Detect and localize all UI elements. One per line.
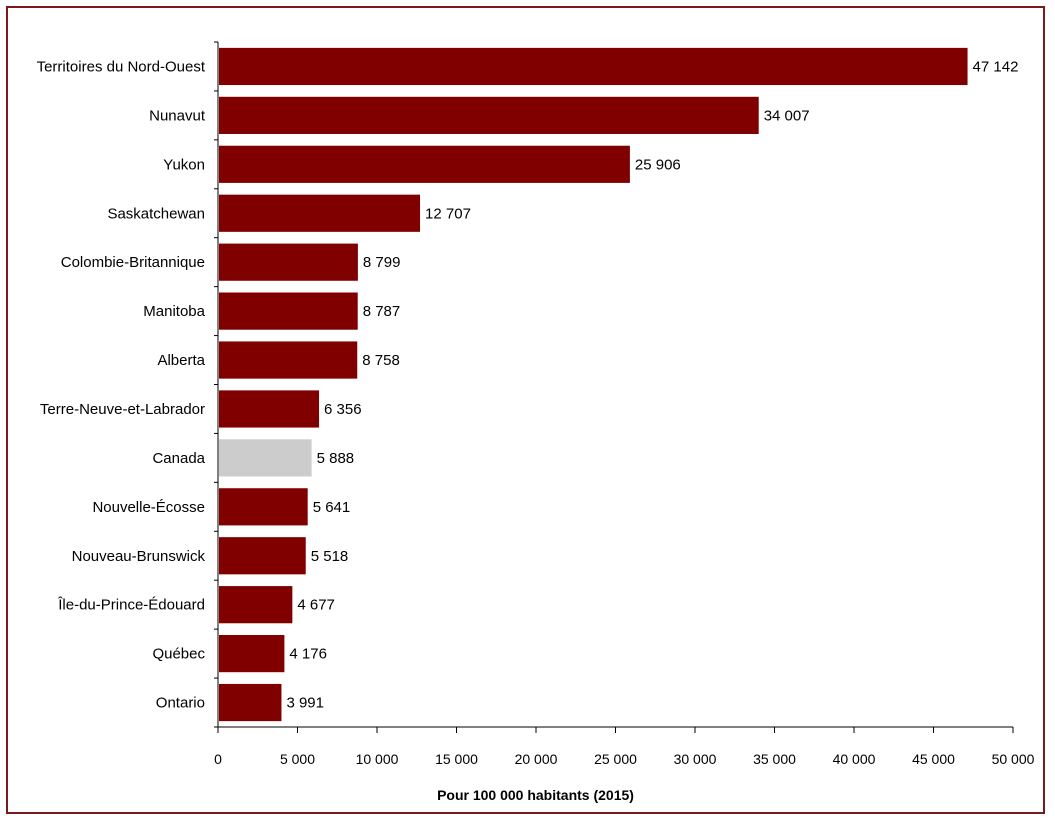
category-label: Yukon (163, 156, 205, 173)
bar-province (219, 683, 282, 722)
x-tick-label: 40 000 (833, 751, 876, 767)
value-label: 5 641 (313, 499, 351, 516)
value-label: 8 799 (363, 254, 401, 271)
category-label: Nouvelle-Écosse (92, 499, 205, 516)
value-label: 6 356 (324, 401, 362, 418)
bars-group (219, 47, 968, 722)
bar-province (219, 96, 759, 134)
value-label: 25 906 (635, 156, 681, 173)
x-tick-label: 30 000 (674, 751, 717, 767)
x-tick-label: 5 000 (280, 751, 315, 767)
category-label: Île-du-Prince-Édouard (57, 597, 205, 614)
bar-province (219, 145, 630, 183)
category-label: Nouveau-Brunswick (72, 548, 206, 565)
axes-group: 0 5 000 10 000 15 000 20 000 25 000 30 000 35 0… (214, 41, 1035, 767)
category-label: Canada (152, 450, 205, 467)
category-label: Nunavut (149, 107, 206, 124)
value-label: 8 787 (363, 303, 401, 320)
category-label: Ontario (156, 695, 205, 712)
x-tick-label: 35 000 (753, 751, 796, 767)
x-tick-label: 15 000 (435, 751, 478, 767)
x-tick-label: 25 000 (594, 751, 637, 767)
category-label: Alberta (157, 352, 205, 369)
bar-province (219, 194, 421, 232)
bar-province (219, 586, 293, 624)
value-labels: 47 142 34 007 25 906 12 707 8 799 8 787 8 758 6… (286, 58, 1018, 711)
category-label: Québec (152, 646, 205, 663)
value-label: 12 707 (425, 205, 471, 222)
bar-highlight (219, 439, 312, 477)
x-tick-label: 20 000 (515, 751, 558, 767)
x-tick-label: 10 000 (356, 751, 399, 767)
value-label: 4 677 (297, 597, 335, 614)
chart-frame (6, 6, 1045, 814)
category-labels: Territoires du Nord-Ouest Nunavut Yukon Sas… (37, 58, 206, 711)
bar-province (219, 47, 968, 86)
category-label: Saskatchewan (107, 205, 205, 222)
bar-province (219, 390, 320, 428)
value-label: 5 518 (311, 548, 349, 565)
category-label: Terre-Neuve-et-Labrador (40, 401, 205, 418)
category-label: Manitoba (143, 303, 205, 320)
x-axis-title: Pour 100 000 habitants (2015) (437, 787, 634, 803)
bar-province (219, 341, 358, 379)
bar-province (219, 243, 358, 281)
value-label: 8 758 (362, 352, 400, 369)
value-label: 3 991 (286, 695, 324, 712)
bar-province (219, 635, 285, 673)
x-tick-label: 50 000 (992, 751, 1035, 767)
category-label: Colombie-Britannique (61, 254, 205, 271)
value-label: 5 888 (317, 450, 355, 467)
value-label: 47 142 (973, 58, 1019, 75)
x-tick-label: 45 000 (912, 751, 955, 767)
value-label: 4 176 (289, 646, 327, 663)
value-label: 34 007 (764, 107, 810, 124)
bar-province (219, 537, 306, 575)
bar-province (219, 292, 358, 330)
x-tick-label: 0 (214, 751, 222, 767)
bar-province (219, 488, 308, 526)
category-label: Territoires du Nord-Ouest (37, 58, 206, 75)
